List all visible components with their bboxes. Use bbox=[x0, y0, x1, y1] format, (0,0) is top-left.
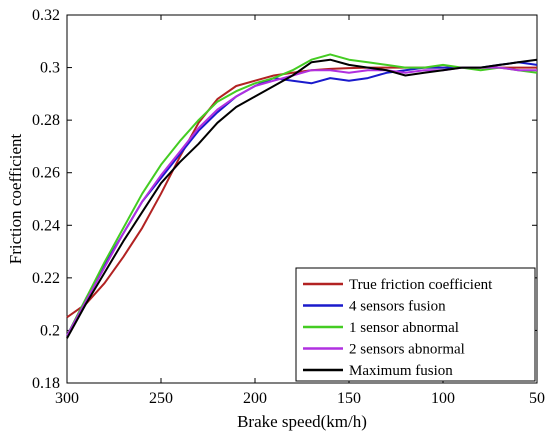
y-tick-label: 0.3 bbox=[40, 60, 60, 77]
y-tick-label: 0.18 bbox=[32, 375, 60, 392]
y-tick-label: 0.28 bbox=[32, 112, 60, 129]
y-axis-title: Friction coefficient bbox=[6, 134, 25, 265]
x-tick-label: 200 bbox=[243, 390, 267, 407]
legend-box bbox=[295, 267, 536, 382]
series-lines bbox=[66, 53, 538, 339]
y-tick-label: 0.26 bbox=[32, 165, 60, 182]
series-line-5 bbox=[66, 58, 538, 339]
legend-label-4: 2 sensors abnormal bbox=[349, 342, 465, 358]
x-tick-label: 250 bbox=[149, 390, 173, 407]
y-axis: 0.18 0.2 0.22 0.24 0.26 0.28 0.3 0.32 bbox=[32, 7, 537, 392]
y-tick-label: 0.32 bbox=[32, 7, 60, 24]
x-tick-label: 300 bbox=[55, 390, 79, 407]
legend-label-5: Maximum fusion bbox=[349, 363, 453, 379]
x-axis: 300 250 200 150 100 50 bbox=[55, 15, 545, 407]
legend-label-3: 1 sensor abnormal bbox=[349, 320, 459, 336]
x-tick-label: 100 bbox=[431, 390, 455, 407]
x-tick-label: 50 bbox=[529, 390, 545, 407]
y-tick-label: 0.24 bbox=[32, 217, 60, 234]
legend: True friction coefficient 4 sensors fusio… bbox=[295, 267, 536, 382]
y-tick-label: 0.2 bbox=[40, 322, 60, 339]
y-tick-label: 0.22 bbox=[32, 270, 60, 287]
legend-label-2: 4 sensors fusion bbox=[349, 299, 446, 315]
legend-label-1: True friction coefficient bbox=[349, 277, 493, 293]
x-tick-label: 150 bbox=[337, 390, 361, 407]
x-axis-title: Brake speed(km/h) bbox=[237, 412, 367, 431]
